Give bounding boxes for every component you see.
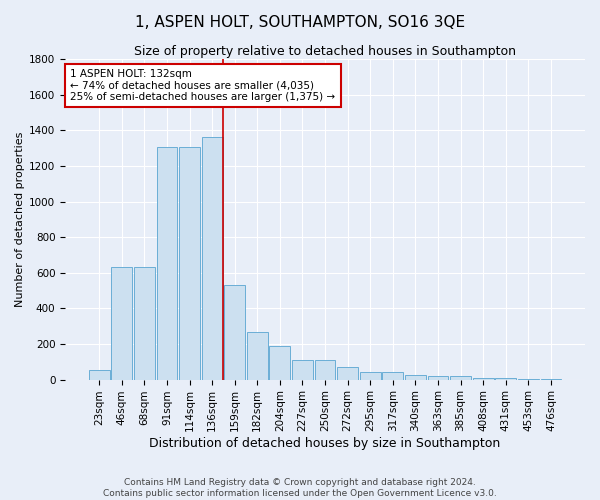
Y-axis label: Number of detached properties: Number of detached properties [15,132,25,307]
Bar [224,285,245,380]
Bar [269,346,290,380]
Bar [405,375,426,380]
Bar [314,360,335,380]
Text: 1 ASPEN HOLT: 132sqm
← 74% of detached houses are smaller (4,035)
25% of semi-de: 1 ASPEN HOLT: 132sqm ← 74% of detached h… [70,69,335,102]
Bar [112,266,132,380]
Bar [360,372,380,380]
X-axis label: Distribution of detached houses by size in Southampton: Distribution of detached houses by size … [149,437,500,450]
Bar [496,378,516,380]
Bar [518,378,539,380]
Text: 1, ASPEN HOLT, SOUTHAMPTON, SO16 3QE: 1, ASPEN HOLT, SOUTHAMPTON, SO16 3QE [135,15,465,30]
Title: Size of property relative to detached houses in Southampton: Size of property relative to detached ho… [134,45,516,58]
Bar [134,266,155,380]
Bar [202,136,223,380]
Bar [541,378,562,380]
Bar [428,376,448,380]
Bar [473,378,494,380]
Bar [247,332,268,380]
Bar [450,376,471,380]
Bar [337,367,358,380]
Bar [179,148,200,380]
Text: Contains HM Land Registry data © Crown copyright and database right 2024.
Contai: Contains HM Land Registry data © Crown c… [103,478,497,498]
Bar [89,370,110,380]
Bar [292,360,313,380]
Bar [382,372,403,380]
Bar [157,148,178,380]
